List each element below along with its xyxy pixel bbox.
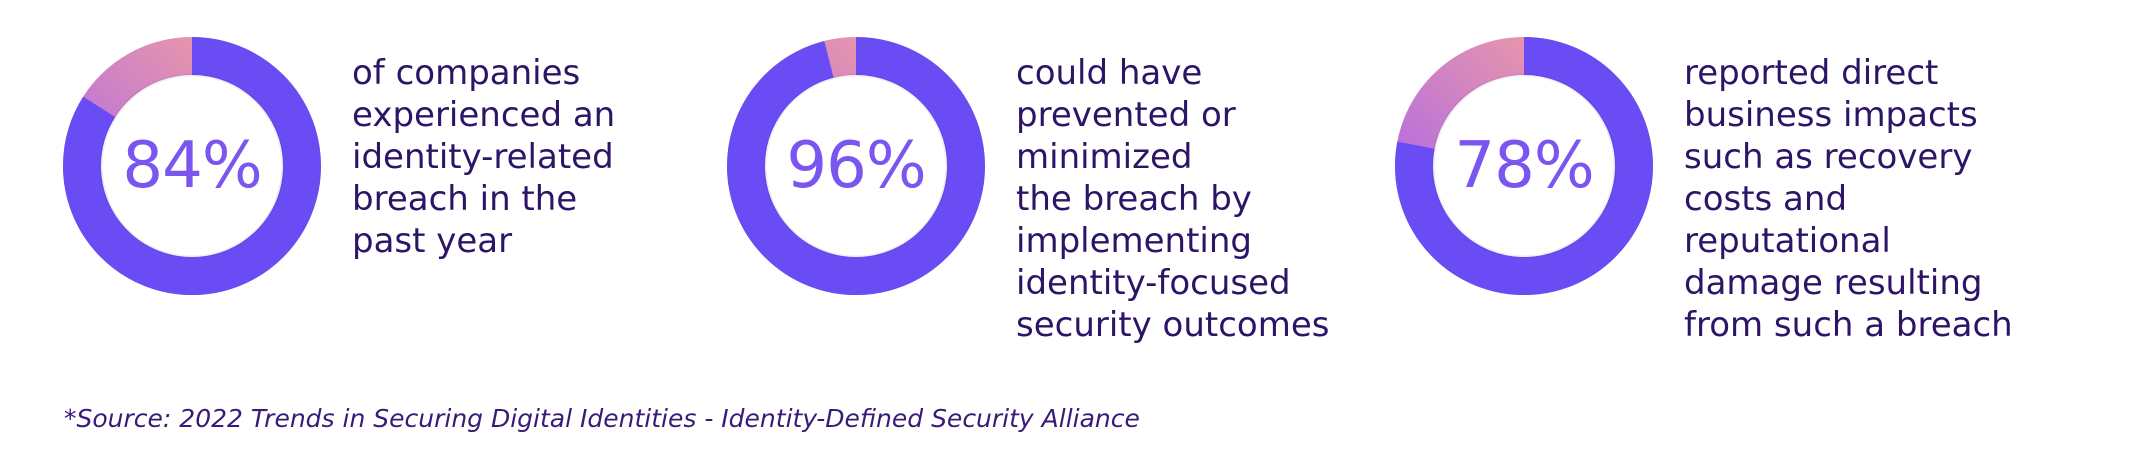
description-2-line: minimized (1016, 137, 1193, 177)
source-footnote: *Source: 2022 Trends in Securing Digital… (64, 404, 1140, 433)
donut-chart-1: 84% (63, 37, 321, 295)
donut-chart-2: 96% (727, 37, 985, 295)
donut-svg-3 (1395, 37, 1653, 295)
description-3-line: costs and (1684, 179, 1848, 219)
description-1-line: of companies (352, 53, 581, 93)
donut-value-segment (1395, 37, 1653, 295)
description-2-line: security outcomes (1016, 305, 1330, 345)
percent-label-3: 78% (1454, 129, 1594, 203)
description-2-line: prevented or (1016, 95, 1236, 135)
donut-center (763, 73, 949, 259)
donut-value-segment (727, 37, 985, 295)
donut-center (99, 73, 285, 259)
stat-3: 78% reported direct business impacts suc… (1395, 0, 2096, 400)
donut-chart-3: 78% (1395, 37, 1653, 295)
description-3-line: such as recovery (1684, 137, 1973, 177)
percent-label-1: 84% (122, 129, 262, 203)
description-1-line: experienced an (352, 95, 616, 135)
description-2-line: could have (1016, 53, 1203, 93)
description-1-line: breach in the (352, 179, 578, 219)
description-3: reported direct business impacts such as… (1684, 52, 2013, 346)
stat-2: 96% could have prevented or minimized th… (727, 0, 1368, 400)
donut-center (1431, 73, 1617, 259)
description-1-line: identity-related (352, 137, 614, 177)
description-2-line: the breach by (1016, 179, 1252, 219)
description-2-line: identity-focused (1016, 263, 1291, 303)
description-2-line: implementing (1016, 221, 1253, 261)
description-3-line: from such a breach (1684, 305, 2013, 345)
description-3-line: reputational (1684, 221, 1891, 261)
description-1: of companies experienced an identity-rel… (352, 52, 615, 262)
donut-value-segment (63, 37, 321, 295)
stat-1: 84% of companies experienced an identity… (63, 0, 664, 400)
percent-label-2: 96% (786, 129, 926, 203)
description-3-line: reported direct (1684, 53, 1939, 93)
description-3-line: damage resulting (1684, 263, 1983, 303)
description-1-line: past year (352, 221, 513, 261)
donut-svg-1 (63, 37, 321, 295)
description-3-line: business impacts (1684, 95, 1978, 135)
description-2: could have prevented or minimized the br… (1016, 52, 1330, 346)
donut-svg-2 (727, 37, 985, 295)
